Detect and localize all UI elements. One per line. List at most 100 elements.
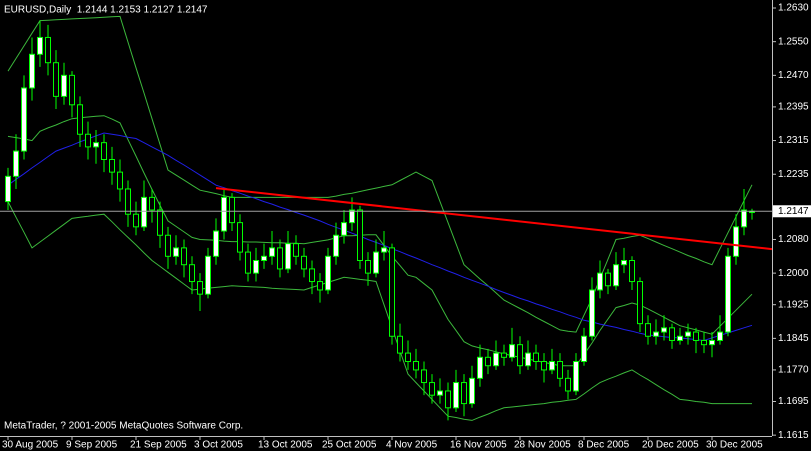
candle-body <box>181 247 187 266</box>
candle-body <box>493 352 499 367</box>
chart-title: EURUSD,Daily 1.2144 1.2153 1.2127 1.2147 <box>4 5 208 16</box>
candle-body <box>213 230 219 257</box>
candle-body <box>589 289 595 337</box>
candle-body <box>301 255 307 270</box>
candle-body <box>165 234 171 257</box>
indicator-line <box>7 115 753 367</box>
candle-body <box>509 344 515 358</box>
candle-body <box>549 361 555 371</box>
candle-body <box>333 234 339 257</box>
candle-body <box>533 352 539 363</box>
candle-body <box>501 352 507 358</box>
candle-body <box>125 188 131 215</box>
candle-body <box>429 382 435 396</box>
x-tick-label: 8 Dec 2005 <box>578 440 630 451</box>
x-tick-label: 20 Dec 2005 <box>642 440 699 451</box>
candle-body <box>93 142 99 148</box>
candle-body <box>461 382 467 405</box>
candle-body <box>157 209 163 236</box>
candle-body <box>269 247 275 257</box>
candle-body <box>189 264 195 283</box>
candle-body <box>525 352 531 367</box>
x-tick-label: 16 Nov 2005 <box>450 440 507 451</box>
y-tick-label: 1.2080 <box>778 234 809 245</box>
candle-body <box>53 62 59 97</box>
candle-body <box>613 264 619 287</box>
candle-body <box>685 331 691 337</box>
candle-body <box>661 327 667 333</box>
candle-body <box>581 335 587 363</box>
x-tick-label: 30 Aug 2005 <box>2 440 59 451</box>
indicator-line <box>7 132 753 342</box>
y-tick-label: 1.1615 <box>778 430 809 441</box>
trendline <box>215 187 773 251</box>
candle-body <box>69 74 75 106</box>
candle-body <box>237 222 243 253</box>
candle-body <box>109 159 115 173</box>
candle-body <box>605 272 611 287</box>
x-tick-label: 30 Dec 2005 <box>706 440 763 451</box>
candle-body <box>349 209 355 224</box>
candle-body <box>557 361 563 379</box>
candle-body <box>221 196 227 232</box>
candle-body <box>677 335 683 341</box>
price-box <box>773 205 811 218</box>
candle-body <box>45 36 51 64</box>
x-tick-label: 13 Oct 2005 <box>258 440 313 451</box>
candle-body <box>469 377 475 405</box>
candle-body <box>5 175 11 203</box>
candle-body <box>565 377 571 392</box>
candle-body <box>629 260 635 283</box>
y-tick-label: 1.2550 <box>778 36 809 47</box>
candle-body <box>637 281 643 325</box>
candle-body <box>205 255 211 295</box>
candle-body <box>149 196 155 211</box>
candle-body <box>733 226 739 257</box>
candle-body <box>397 335 403 354</box>
candle-body <box>309 268 315 283</box>
y-tick-label: 1.2470 <box>778 70 809 81</box>
candle-body <box>421 369 427 384</box>
candle-body <box>725 255 731 333</box>
candle-body <box>77 104 83 135</box>
candle-body <box>21 87 27 152</box>
candle-body <box>373 251 379 274</box>
y-tick-label: 1.2315 <box>778 135 809 146</box>
y-tick-label: 1.1770 <box>778 365 809 376</box>
candle-body <box>37 36 43 55</box>
candle-body <box>645 323 651 337</box>
x-tick-label: 25 Oct 2005 <box>322 440 377 451</box>
candle-body <box>389 247 395 337</box>
candle-body <box>277 247 283 270</box>
candle-body <box>453 382 459 409</box>
x-tick-label: 28 Nov 2005 <box>514 440 571 451</box>
x-tick-label: 21 Sep 2005 <box>130 440 187 451</box>
candle-body <box>717 331 723 341</box>
y-tick-label: 1.2630 <box>778 3 809 14</box>
y-tick-label: 1.1695 <box>778 396 809 407</box>
candle-body <box>573 361 579 392</box>
candle-body <box>517 344 523 367</box>
candle-body <box>357 209 363 262</box>
x-tick-label: 4 Nov 2005 <box>386 440 438 451</box>
y-tick-label: 1.2395 <box>778 102 809 113</box>
candle-body <box>341 222 347 236</box>
candle-body <box>701 339 707 346</box>
candle-body <box>709 339 715 346</box>
candle-body <box>413 361 419 371</box>
candle-body <box>173 247 179 257</box>
candle-body <box>477 356 483 379</box>
candle-body <box>29 53 35 89</box>
candle-body <box>381 247 387 253</box>
candle-body <box>485 356 491 367</box>
indicator-line <box>7 201 752 421</box>
x-tick-label: 3 Oct 2005 <box>194 440 243 451</box>
candle-body <box>621 260 627 266</box>
x-tick-label: 9 Sep 2005 <box>66 440 118 451</box>
candle-body <box>597 272 603 291</box>
candle-body <box>445 390 451 409</box>
candle-body <box>253 260 259 274</box>
candle-body <box>85 133 91 148</box>
candle-body <box>293 243 299 257</box>
